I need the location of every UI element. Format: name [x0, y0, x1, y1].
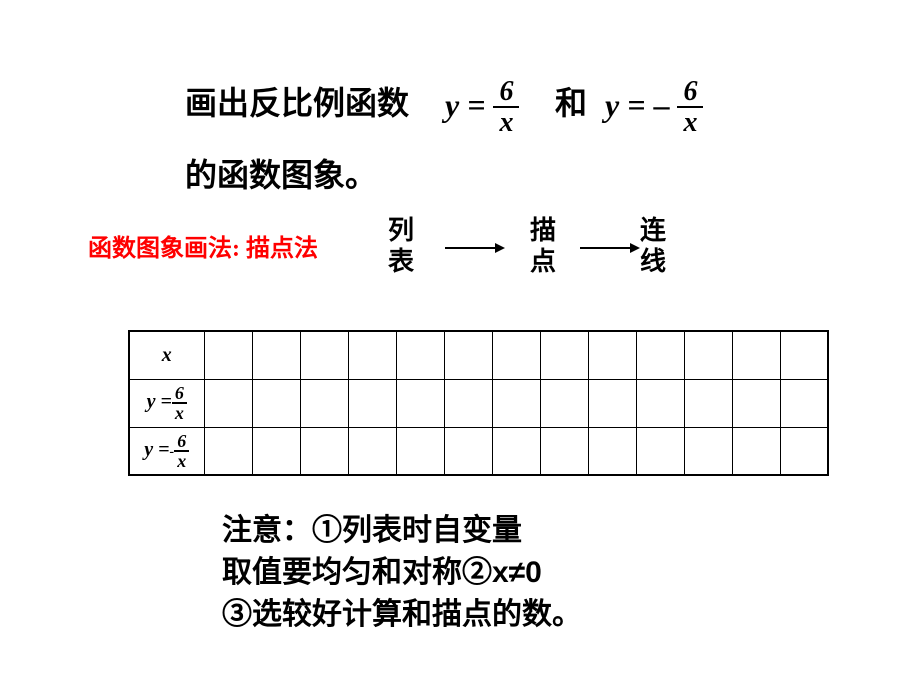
table-cell: [204, 331, 252, 379]
formula1-fraction: 6 x: [493, 78, 519, 139]
note-line-3: ③选较好计算和描点的数。: [222, 594, 582, 636]
method-label: 函数图象画法: 描点法: [88, 228, 318, 263]
table-cell: [348, 379, 396, 427]
table-row-y2: y =-6x: [129, 427, 828, 475]
table-cell: [252, 427, 300, 475]
notes: 注意：①列表时自变量 取值要均匀和对称②x≠0 ③选较好计算和描点的数。: [222, 510, 582, 636]
table-cell: [588, 379, 636, 427]
table-cell: [636, 379, 684, 427]
arrow-1: [445, 234, 505, 261]
arrow-2: [580, 234, 640, 261]
problem-line2: 的函数图象。: [185, 150, 377, 196]
table-row-y1: y =6x: [129, 379, 828, 427]
row-header-y2: y =-6x: [129, 427, 204, 475]
formula2-minus: –: [653, 87, 669, 123]
table-cell: [684, 379, 732, 427]
table-row-x: x: [129, 331, 828, 379]
table-cell: [252, 379, 300, 427]
table-cell: [492, 427, 540, 475]
formula2-fraction: 6 x: [677, 78, 703, 139]
table-cell: [684, 427, 732, 475]
table-cell: [636, 331, 684, 379]
table-cell: [396, 427, 444, 475]
formula-2: y = – 6 x: [605, 78, 703, 139]
formula-1: y = 6 x: [445, 78, 519, 139]
table-cell: [492, 331, 540, 379]
table-cell: [444, 427, 492, 475]
note-line-1: 注意：①列表时自变量: [222, 510, 582, 552]
formula1-lhs: y =: [445, 87, 485, 123]
table-cell: [300, 427, 348, 475]
row-header-y1: y =6x: [129, 379, 204, 427]
table-cell: [204, 427, 252, 475]
table-cell: [540, 427, 588, 475]
table-cell: [684, 331, 732, 379]
example-label: 例 1: [78, 75, 126, 112]
data-table: x y =6x y =-6x: [128, 330, 829, 476]
problem-prefix: 画出反比例函数: [185, 78, 409, 124]
table-cell: [348, 427, 396, 475]
table-cell: [348, 331, 396, 379]
formula2-numerator: 6: [677, 78, 703, 108]
and-word: 和: [555, 78, 587, 124]
table-cell: [732, 379, 780, 427]
note-line-2: 取值要均匀和对称②x≠0: [222, 552, 582, 594]
table-cell: [732, 331, 780, 379]
step-1: 列表: [388, 215, 414, 277]
table-cell: [396, 379, 444, 427]
formula2-denominator: x: [677, 108, 703, 139]
table-cell: [636, 427, 684, 475]
table-cell: [444, 331, 492, 379]
table-cell: [780, 379, 828, 427]
table-cell: [300, 331, 348, 379]
data-table-container: x y =6x y =-6x: [128, 330, 829, 476]
table-cell: [732, 427, 780, 475]
formula1-numerator: 6: [493, 78, 519, 108]
row-header-x: x: [129, 331, 204, 379]
formula1-denominator: x: [493, 108, 519, 139]
table-cell: [444, 379, 492, 427]
table-cell: [540, 331, 588, 379]
table-cell: [492, 379, 540, 427]
table-cell: [780, 427, 828, 475]
table-cell: [252, 331, 300, 379]
table-cell: [300, 379, 348, 427]
step-2: 描点: [530, 215, 556, 277]
table-cell: [780, 331, 828, 379]
formula2-lhs: y =: [605, 87, 645, 123]
table-cell: [204, 379, 252, 427]
step-3: 连线: [640, 215, 666, 277]
table-cell: [588, 331, 636, 379]
table-cell: [396, 331, 444, 379]
table-cell: [588, 427, 636, 475]
table-cell: [540, 379, 588, 427]
